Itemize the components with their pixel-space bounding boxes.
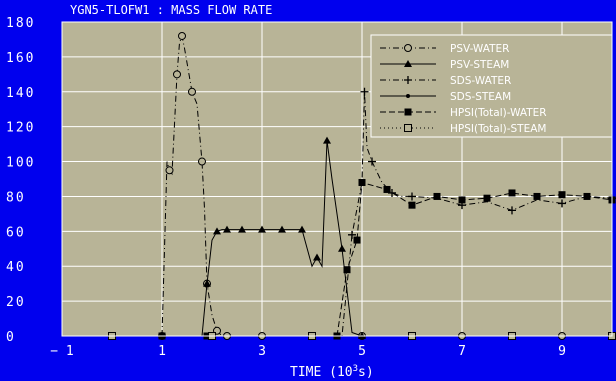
series-point [408,201,416,209]
legend-label: HPSI(Total)-STEAM [450,123,546,135]
y-tick-label: 40 [6,260,26,275]
series-point [178,31,186,40]
chart-title: YGN5-TLOFW1 : MASS FLOW RATE [70,3,272,17]
y-axis-ticks: 0 20 40 60 80 100 120 140 160 180 [6,16,35,345]
y-tick-label: 80 [6,190,26,205]
series-point [188,87,196,96]
series-point [404,76,412,84]
y-tick-label: 60 [6,225,26,240]
x-tick-label: 7 [458,344,466,359]
series-point [278,225,286,233]
series-point [338,244,346,252]
legend-entry: SDS-STEAM [380,91,511,103]
series-point [353,236,361,244]
legend-box [370,34,613,138]
series-point [358,178,366,186]
legend: PSV-WATER PSV-STEAM SDS-WATER SDS-STEAM HPSI… [370,34,613,138]
y-tick-label: 120 [6,121,35,136]
legend-label: SDS-WATER [450,75,511,87]
legend-entry: SDS-WATER [380,75,511,87]
x-axis-ticks: − 1 1 3 5 7 9 [50,344,566,359]
plot-border [61,21,613,337]
series-point [404,60,412,67]
series-point [383,185,391,193]
series-point [258,225,266,233]
series-point [238,225,246,233]
x-tick-label: 5 [358,344,366,359]
series-point [508,206,516,215]
series-point [508,189,516,197]
series-point [223,225,231,233]
series-1 [108,136,612,339]
series-point [533,192,541,200]
series-point [406,94,410,98]
series-point [483,194,491,202]
series-point [583,192,591,200]
legend-entry: PSV-STEAM [380,59,509,71]
series-point [165,166,174,175]
legend-entry: HPSI(Total)-STEAM [380,123,546,135]
series-point [348,230,356,239]
series-point [313,253,321,261]
series-point [458,196,466,204]
series-point [213,227,221,235]
series-point [558,199,566,208]
series-point [198,157,206,166]
y-tick-label: 100 [6,156,35,171]
x-tick-label: − 1 [50,344,73,359]
series-point [368,157,376,166]
legend-entry: PSV-WATER [380,43,509,55]
x-tick-label: 1 [158,344,166,359]
series-point [408,192,416,201]
legend-label: SDS-STEAM [450,91,511,103]
series-point [298,225,306,233]
x-tick-label: 3 [258,344,266,359]
series-point [173,70,181,79]
series-point [433,192,441,200]
series-point [360,87,369,96]
y-tick-label: 180 [6,16,35,31]
series-point [404,44,412,52]
legend-label: PSV-STEAM [450,59,509,71]
series-point [558,191,566,199]
y-tick-label: 0 [6,330,16,345]
legend-label: HPSI(Total)-WATER [450,107,547,119]
y-tick-label: 20 [6,295,26,310]
series-point [203,279,211,287]
x-axis-label: TIME (103s) [290,364,374,380]
series-point [323,136,331,144]
legend-entry: HPSI(Total)-WATER [380,107,547,119]
legend-label: PSV-WATER [450,43,509,55]
series-point [404,108,412,116]
y-tick-label: 160 [6,51,35,66]
series-point [404,124,412,132]
series-line [112,91,613,337]
series-point [343,266,351,274]
y-tick-label: 140 [6,86,35,101]
x-tick-label: 9 [558,344,566,359]
